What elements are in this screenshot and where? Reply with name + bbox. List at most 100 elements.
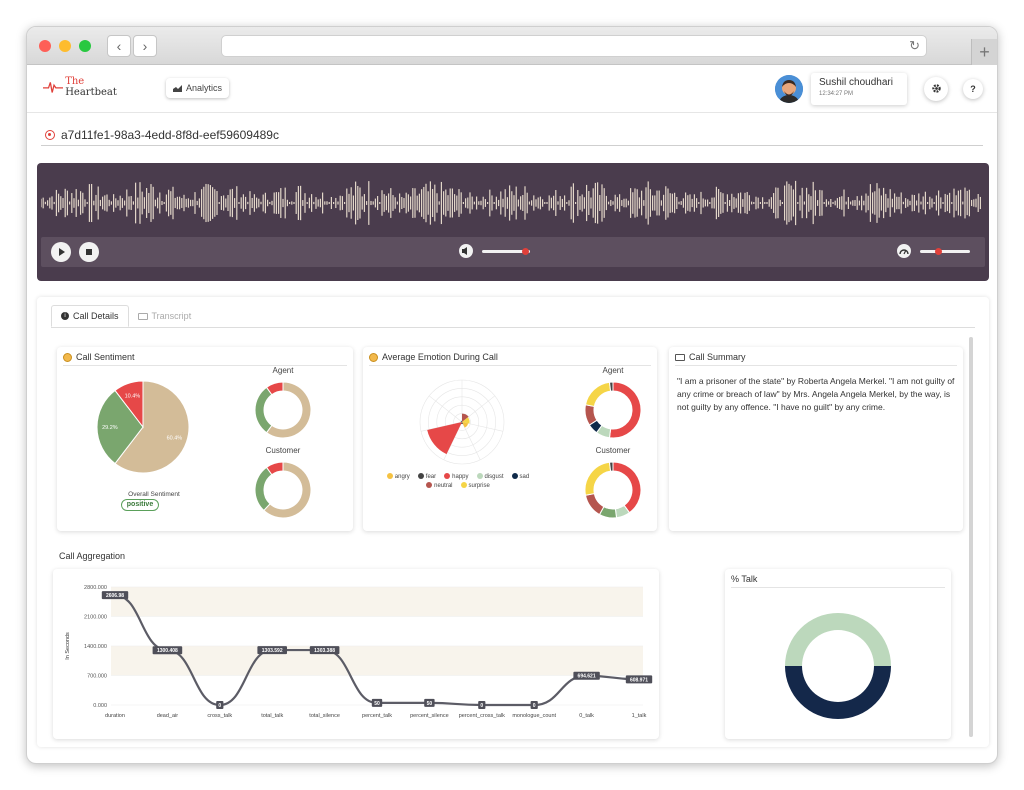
y-tick-label: 1400.000 [84, 644, 107, 650]
y-axis-label: In Seconds [65, 632, 71, 660]
user-profile[interactable]: Sushil choudhari 12:34:27 PM [773, 73, 909, 107]
help-button[interactable]: ? [963, 79, 983, 99]
emotion-title: Average Emotion During Call [369, 352, 498, 362]
legend-item-surprise[interactable]: surprise [460, 482, 490, 489]
x-tick-label: dead_air [157, 713, 179, 719]
agent-sentiment-slice[interactable] [265, 381, 284, 396]
agent-emotion-donut[interactable] [584, 381, 642, 439]
forward-button[interactable]: › [133, 35, 157, 57]
talk-donut-chart[interactable] [783, 611, 893, 721]
sentiment-pie-slice-label: 60.4% [167, 436, 183, 442]
legend-item-fear[interactable]: fear [417, 473, 436, 480]
legend-swatch [460, 482, 467, 488]
minimize-window-button[interactable] [59, 40, 71, 52]
data-label: 50 [424, 698, 435, 707]
scrollbar-thumb[interactable] [969, 337, 973, 737]
sentiment-pie-slice[interactable] [96, 389, 144, 465]
speaker-icon [462, 247, 467, 255]
sentiment-pie-slice[interactable] [114, 380, 190, 474]
legend-item-angry[interactable]: angry [386, 473, 410, 480]
polar-grid-spoke [461, 395, 496, 423]
agent-emotion-slice[interactable] [608, 381, 614, 392]
audio-waveform[interactable] [41, 175, 985, 231]
heartbeat-logo[interactable]: The Heartbeat [43, 71, 133, 103]
polar-segment-fear[interactable] [461, 422, 463, 425]
call-aggregation-line-chart[interactable]: 0.000 700.000 1400.000 2100.000 2800.000 In S… [53, 569, 659, 739]
tab-transcript[interactable]: Transcript [129, 305, 201, 327]
back-button[interactable]: ‹ [107, 35, 131, 57]
legend-item-sad[interactable]: sad [511, 473, 529, 480]
customer-sentiment-slice[interactable] [265, 461, 284, 476]
close-window-button[interactable] [39, 40, 51, 52]
legend-item-neutral[interactable]: neutral [426, 482, 453, 489]
x-tick-label: total_silence [309, 713, 340, 719]
data-label: 1303.388 [309, 646, 340, 655]
analytics-button[interactable]: Analytics [166, 78, 230, 98]
stop-icon [86, 249, 92, 255]
play-button[interactable] [51, 242, 71, 262]
legend-item-disgust[interactable]: disgust [476, 473, 504, 480]
customer-emotion-slice[interactable] [584, 492, 605, 516]
polar-segment-surprise[interactable] [462, 417, 470, 424]
volume-icon[interactable] [459, 244, 473, 258]
speed-slider-knob[interactable] [934, 248, 942, 255]
legend-label: neutral [434, 483, 453, 489]
talk-donut-slice[interactable] [785, 666, 891, 719]
customer-emotion-slice[interactable] [608, 461, 614, 472]
user-card: Sushil choudhari 12:34:27 PM [811, 73, 907, 105]
data-label: 0 [478, 701, 486, 709]
chevron-left-icon: ‹ [116, 38, 122, 54]
data-label-text: 1303.388 [314, 648, 335, 654]
sentiment-pie-chart[interactable]: 60.4% 29.2% 10.4% [93, 377, 193, 477]
heartbeat-pulse-icon [43, 82, 64, 93]
call-id-text: a7d11fe1-98a3-4edd-8f8d-eef59609489c [61, 128, 279, 142]
maximize-window-button[interactable] [79, 40, 91, 52]
settings-button[interactable] [924, 77, 948, 101]
call-sentiment-title: Call Sentiment [63, 352, 135, 362]
aggregation-series-line[interactable] [114, 594, 640, 707]
emotion-customer-label: Customer [595, 446, 631, 455]
polar-segment-sad[interactable] [461, 420, 462, 422]
tab-call-details[interactable]: i Call Details [51, 305, 129, 327]
polar-segment-angry[interactable] [462, 422, 469, 428]
details-panel: i Call Details Transcript Call Sentiment… [37, 297, 989, 747]
reload-icon[interactable]: ↻ [909, 38, 920, 53]
volume-slider[interactable] [482, 248, 530, 255]
agent-emotion-slice[interactable] [608, 381, 642, 439]
agent-sentiment-donut[interactable] [254, 381, 312, 439]
data-label-text: 0 [533, 703, 536, 709]
data-label: 0 [216, 701, 224, 709]
data-label: 2606.98 [101, 591, 129, 600]
customer-emotion-slice[interactable] [612, 461, 642, 514]
stop-button[interactable] [79, 242, 99, 262]
customer-sentiment-donut[interactable] [254, 461, 312, 519]
talk-donut-slice[interactable] [785, 613, 891, 666]
sentiment-pie-slice[interactable] [114, 380, 144, 429]
polar-segment-neutral[interactable] [462, 413, 469, 422]
x-tick-label: total_talk [261, 713, 283, 719]
scrollbar[interactable] [969, 337, 973, 737]
emotion-title-text: Average Emotion During Call [382, 352, 498, 362]
speed-icon[interactable] [897, 244, 911, 258]
polar-grid-spoke [461, 421, 481, 460]
emotion-polar-chart[interactable] [417, 377, 507, 467]
logo-text: The Heartbeat [65, 76, 117, 98]
agent-sentiment-slice[interactable] [254, 386, 273, 434]
customer-emotion-donut[interactable] [584, 461, 642, 519]
polar-segment-disgust[interactable] [460, 420, 462, 423]
new-tab-button[interactable]: + [971, 39, 997, 65]
legend-swatch [444, 473, 451, 479]
address-bar[interactable]: ↻ [221, 35, 927, 57]
talk-percentage-card: % Talk [725, 569, 951, 739]
volume-slider-knob[interactable] [522, 248, 530, 255]
customer-emotion-slice[interactable] [584, 461, 612, 496]
data-label-text: 694.621 [578, 674, 596, 680]
customer-sentiment-slice[interactable] [254, 466, 273, 512]
legend-label: surprise [468, 483, 490, 489]
agent-emotion-slice[interactable] [584, 381, 612, 408]
speed-slider[interactable] [920, 248, 970, 255]
polar-segment-happy[interactable] [427, 422, 462, 455]
avatar[interactable] [775, 75, 803, 103]
legend-item-happy[interactable]: happy [444, 473, 469, 480]
data-label: 694.621 [573, 671, 600, 680]
